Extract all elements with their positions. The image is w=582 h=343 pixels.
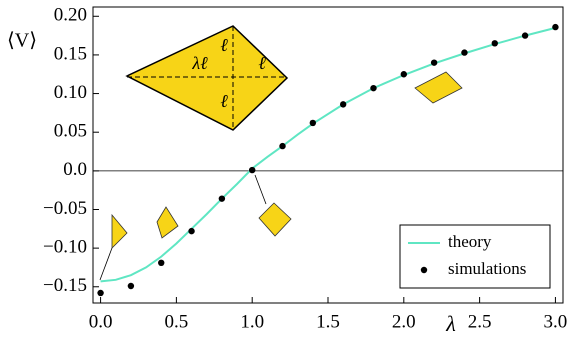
x-tick-label: 1.5 [316, 311, 340, 332]
data-point [461, 49, 468, 56]
data-point [218, 195, 226, 202]
y-tick-label: 0.05 [54, 121, 87, 142]
data-point [279, 142, 286, 150]
x-tick-label: 2.0 [392, 311, 416, 332]
y-tick-label: −0.05 [43, 198, 87, 219]
kite [125, 25, 289, 131]
y-tick-label: 0.10 [54, 82, 87, 103]
shape-icon [258, 202, 292, 237]
shape-icon [414, 71, 463, 104]
y-tick-label: 0.15 [54, 43, 87, 64]
shape-icon [156, 206, 179, 239]
legend-box [399, 224, 551, 289]
legend-label: theory [448, 232, 492, 251]
y-axis-label: ⟨V⟩ [7, 30, 37, 52]
data-point [400, 71, 408, 78]
data-point [339, 101, 347, 108]
x-axis-label: λ [445, 311, 456, 336]
data-point [188, 227, 195, 235]
shape-icons [99, 71, 463, 281]
x-tick-label: 3.0 [544, 311, 568, 332]
x-tick-label: 2.5 [468, 311, 492, 332]
x-tick-label: 0.0 [89, 311, 113, 332]
data-point [521, 32, 529, 39]
data-point [430, 59, 438, 66]
inset-label: ℓ [220, 91, 228, 111]
legend-swatch [420, 266, 428, 274]
y-tick-label: 0.0 [63, 159, 87, 180]
leader-line [99, 247, 113, 281]
x-tick-label: 1.0 [240, 311, 264, 332]
inset-label: ℓ [220, 35, 228, 55]
inset-label: ℓ [258, 53, 266, 73]
data-point [491, 40, 498, 47]
leader-line [254, 174, 267, 205]
shape-icon [111, 213, 128, 249]
y-tick-label: −0.10 [43, 236, 87, 257]
theory-line [100, 26, 556, 283]
data-point [97, 289, 104, 297]
inset-label: λℓ [191, 53, 208, 73]
y-tick-label: 0.20 [54, 5, 87, 26]
data-point [248, 166, 256, 174]
data-point [127, 282, 135, 290]
y-tick-label: −0.15 [43, 275, 87, 296]
x-tick-label: 0.5 [165, 311, 189, 332]
legend-label: simulations [448, 259, 526, 278]
data-point [158, 259, 165, 267]
data-point [552, 23, 559, 31]
data-point [309, 119, 317, 127]
inset-diagram: λℓ ℓ ℓ ℓ [125, 25, 289, 131]
data-point [370, 84, 377, 92]
